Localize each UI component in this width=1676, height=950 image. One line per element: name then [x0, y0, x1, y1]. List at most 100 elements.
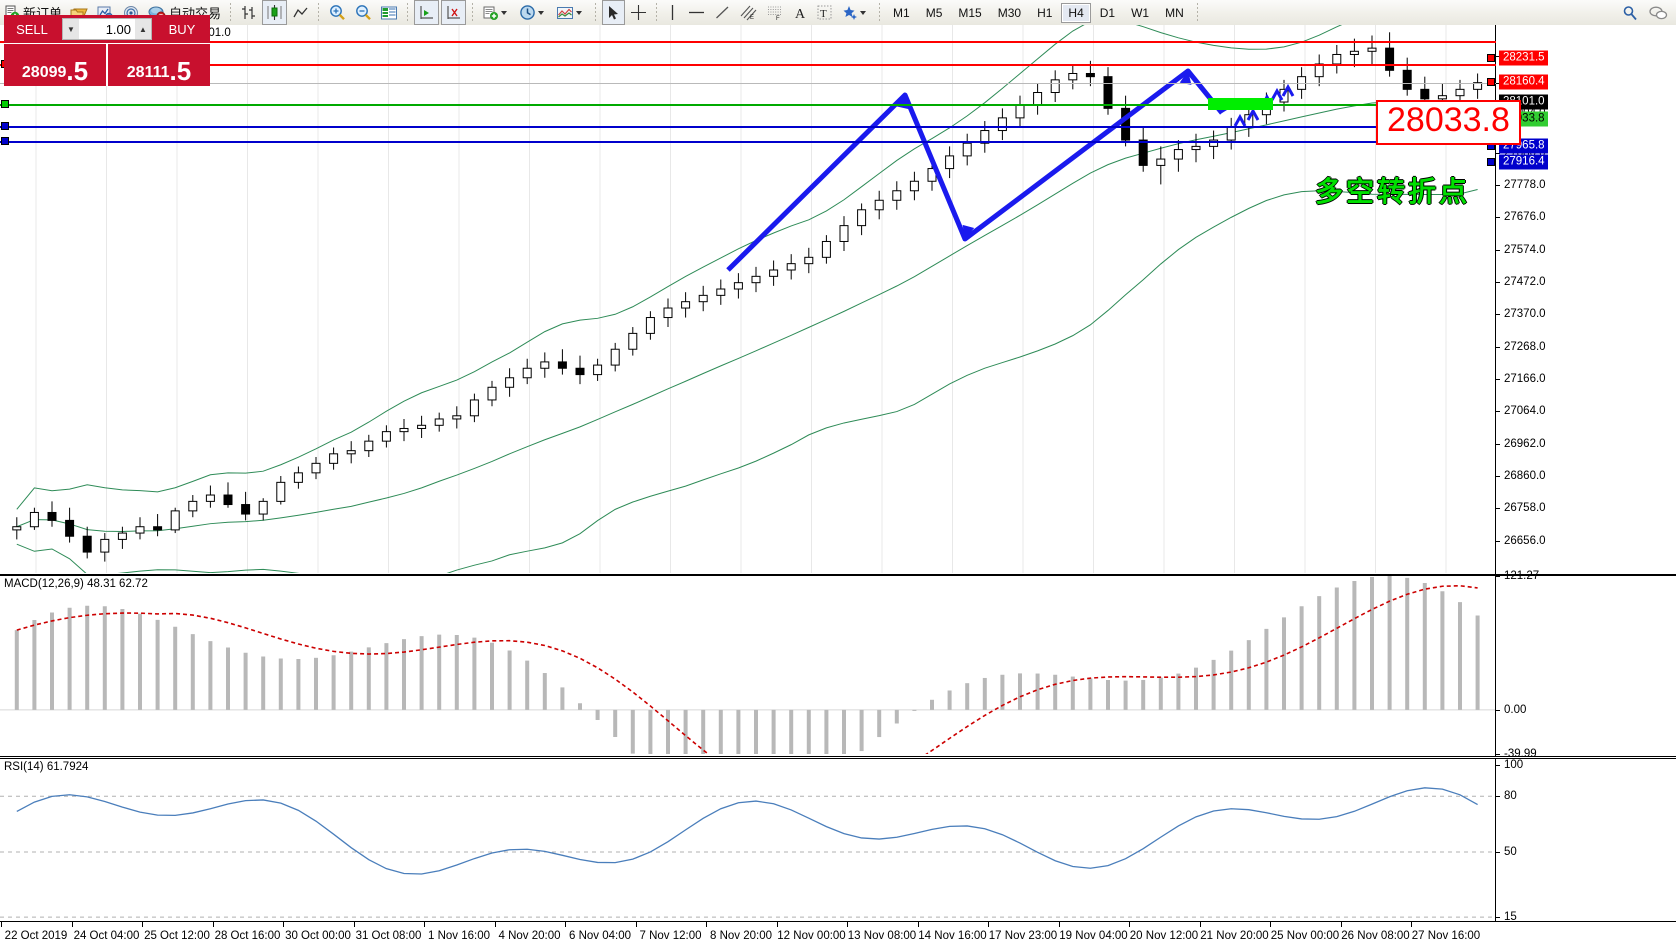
- chevron-down-icon[interactable]: [860, 10, 867, 15]
- autoscroll-button[interactable]: [441, 0, 467, 25]
- price-axis-tick: 26962.0: [1504, 437, 1546, 450]
- fibo-button[interactable]: F: [763, 1, 788, 24]
- price-axis-tick: 27676.0: [1504, 211, 1546, 224]
- price-annotation-box: 28033.8: [1376, 100, 1521, 145]
- price-level-line[interactable]: [0, 63, 1496, 66]
- svg-text:T: T: [820, 8, 827, 20]
- data-window-button[interactable]: [377, 1, 401, 24]
- timeframe-d1[interactable]: D1: [1099, 5, 1116, 20]
- hline-button[interactable]: [684, 1, 709, 24]
- buy-button[interactable]: BUY: [154, 15, 210, 43]
- equidistant-button[interactable]: E: [736, 1, 761, 24]
- cursor-button[interactable]: [602, 0, 626, 25]
- timeframe-w1[interactable]: W1: [1131, 5, 1150, 20]
- sell-price[interactable]: 28099 .5: [4, 44, 106, 86]
- price-level-line[interactable]: [0, 103, 1496, 106]
- buy-price[interactable]: 28111 .5: [108, 44, 210, 86]
- time-axis[interactable]: 22 Oct 2019 24 Oct 04:00 25 Oct 12:00 28 Oc…: [0, 921, 1676, 950]
- chevron-down-icon[interactable]: [501, 10, 508, 15]
- crosshair-button[interactable]: [627, 1, 650, 24]
- templates-icon: [482, 5, 499, 21]
- time-axis-tickmark: [776, 922, 778, 927]
- chat-icon[interactable]: [1648, 5, 1668, 21]
- shift-button[interactable]: [414, 0, 440, 25]
- timeframe-m30[interactable]: M30: [997, 5, 1022, 20]
- timeframe-m15[interactable]: M15: [958, 5, 982, 20]
- price-tag-handle[interactable]: [1487, 78, 1495, 86]
- sell-price-fraction: .5: [66, 56, 89, 86]
- price-level-line[interactable]: [0, 82, 1496, 84]
- price-axis-tickmark: [1496, 185, 1500, 187]
- text-icon: A: [793, 4, 808, 21]
- time-axis-tickmark: [565, 922, 566, 927]
- time-axis-label: 6 Nov 04:00: [568, 930, 632, 942]
- price-level-line[interactable]: [0, 125, 1496, 128]
- period-button[interactable]: [516, 1, 551, 24]
- toolbar-separator: [1196, 3, 1198, 22]
- toolbar-separator: [879, 3, 881, 22]
- shift-icon: [418, 4, 435, 21]
- cursor-icon: [606, 5, 621, 21]
- price-plot-area[interactable]: [0, 25, 1496, 574]
- price-tag-red[interactable]: 28231.5: [1499, 50, 1548, 66]
- line-selection-handle[interactable]: [1, 99, 9, 108]
- rsi-plot-area[interactable]: [0, 759, 1496, 947]
- time-axis-tickmark: [917, 922, 919, 927]
- bar-chart-button[interactable]: [237, 1, 260, 24]
- price-tag-handle[interactable]: [1487, 54, 1495, 62]
- rsi-axis-tick: 15: [1504, 911, 1517, 924]
- candle-chart-button[interactable]: [262, 0, 288, 25]
- time-axis-label: 24 Oct 04:00: [73, 930, 140, 942]
- chevron-down-icon[interactable]: [538, 10, 545, 15]
- chevron-down-icon[interactable]: [576, 10, 583, 15]
- search-icon[interactable]: [1622, 5, 1638, 21]
- bar-chart-icon: [240, 4, 257, 21]
- price-tag-red[interactable]: 28160.4: [1499, 74, 1548, 90]
- rsi-pane[interactable]: 1008050150 RSI(14) 61.7924: [0, 758, 1676, 949]
- toolbar-right-group: [1622, 5, 1676, 21]
- time-axis-label: 4 Nov 20:00: [498, 930, 561, 942]
- price-axis[interactable]: 28186.028101.028004.027982.027880.027778…: [1495, 25, 1676, 574]
- objects-button[interactable]: [838, 1, 873, 24]
- zoom-in-button[interactable]: [325, 1, 349, 24]
- line-selection-handle[interactable]: [1, 137, 9, 146]
- timeframe-mn[interactable]: MN: [1165, 5, 1184, 20]
- time-axis-tickmark: [1199, 922, 1201, 927]
- macd-pane[interactable]: 121.27 0.00 -39.99 MACD(12,26,9) 48.31 62.…: [0, 570, 1676, 760]
- vline-button[interactable]: [663, 1, 682, 24]
- templates-button[interactable]: [479, 1, 514, 24]
- timeframe-h1[interactable]: H1: [1037, 5, 1053, 20]
- timeframe-m1[interactable]: M1: [893, 5, 910, 20]
- textlabel-button[interactable]: T: [813, 1, 836, 24]
- volume-down-arrow[interactable]: ▼: [63, 24, 79, 34]
- line-selection-handle[interactable]: [1, 121, 9, 130]
- one-click-trading-panel[interactable]: SELL ▼ 1.00 ▲ BUY 28099 .5 28111 .5: [4, 15, 210, 86]
- macd-axis[interactable]: 121.27 0.00 -39.99: [1495, 570, 1676, 760]
- text-button[interactable]: A: [790, 1, 811, 24]
- price-level-line[interactable]: [0, 41, 1496, 44]
- volume-up-arrow[interactable]: ▲: [135, 24, 151, 34]
- price-axis-tickmark: [1496, 314, 1500, 316]
- volume-value[interactable]: 1.00: [79, 19, 135, 39]
- volume-stepper[interactable]: ▼ 1.00 ▲: [62, 18, 152, 40]
- timeframe-m5[interactable]: M5: [925, 5, 943, 20]
- price-level-line[interactable]: [0, 141, 1496, 144]
- price-tag-blue[interactable]: 27916.4: [1499, 154, 1548, 170]
- time-axis-tickmark: [353, 922, 355, 927]
- toolbar-separator: [230, 3, 232, 22]
- macd-plot-area[interactable]: [0, 576, 1496, 756]
- price-tag-handle[interactable]: [1487, 158, 1495, 166]
- rsi-axis[interactable]: 1008050150: [1495, 759, 1676, 949]
- trade-panel-top-row: SELL ▼ 1.00 ▲ BUY: [4, 15, 210, 43]
- indicators-button[interactable]: [553, 1, 589, 24]
- trendline-button[interactable]: [711, 1, 734, 24]
- price-axis-tickmark: [1496, 476, 1500, 477]
- zoom-out-button[interactable]: [351, 1, 375, 24]
- rsi-axis-tickmark: [1496, 796, 1500, 798]
- hline-icon: [687, 4, 706, 21]
- timeframe-h4[interactable]: H4: [1061, 2, 1091, 23]
- line-chart-button[interactable]: [289, 1, 312, 24]
- sell-button[interactable]: SELL: [4, 15, 60, 43]
- support-zone-highlight[interactable]: [1208, 97, 1273, 110]
- chart-container[interactable]: 28186.028101.028004.027982.027880.027778…: [0, 25, 1676, 949]
